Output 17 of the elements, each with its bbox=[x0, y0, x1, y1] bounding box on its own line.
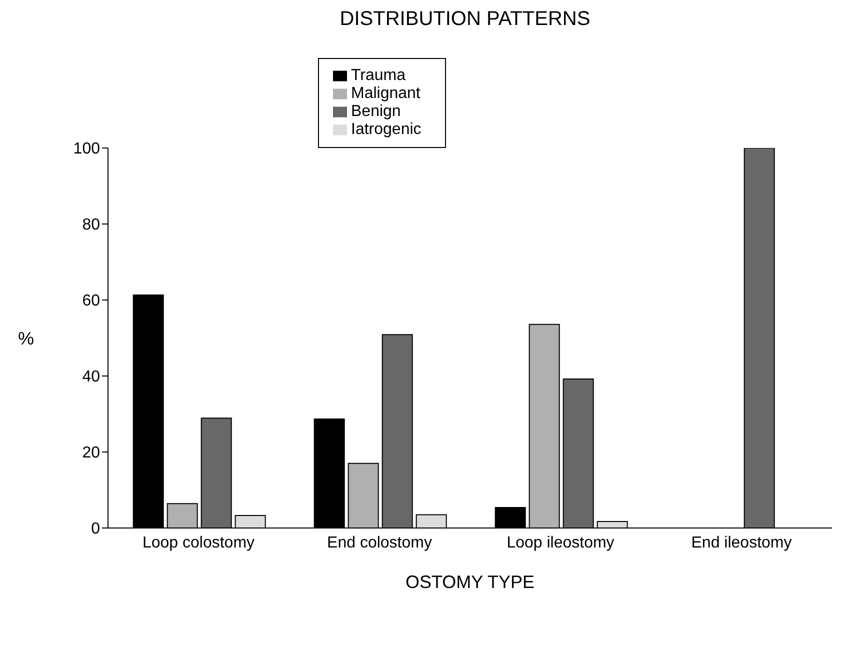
y-tick-label: 100 bbox=[73, 140, 100, 158]
y-tick-label: 60 bbox=[82, 292, 100, 310]
x-axis-title: OSTOMY TYPE bbox=[405, 572, 535, 592]
x-tick-label: Loop colostomy bbox=[142, 534, 255, 552]
y-tick-label: 20 bbox=[82, 444, 100, 462]
legend-label: Trauma bbox=[351, 67, 406, 84]
y-axis-title: % bbox=[18, 328, 34, 348]
x-tick-label: End ileostomy bbox=[691, 534, 792, 552]
y-tick-label: 80 bbox=[82, 216, 100, 234]
x-tick-label: Loop ileostomy bbox=[506, 534, 614, 552]
legend-label: Malignant bbox=[351, 85, 420, 102]
chart-title: DISTRIBUTION PATTERNS bbox=[338, 8, 592, 32]
y-tick-label: 40 bbox=[82, 368, 100, 386]
x-tick-label: End colostomy bbox=[327, 534, 432, 552]
y-tick-label: 0 bbox=[91, 520, 100, 538]
legend-label: Benign bbox=[351, 103, 401, 120]
legend-label: Iatrogenic bbox=[351, 121, 422, 138]
